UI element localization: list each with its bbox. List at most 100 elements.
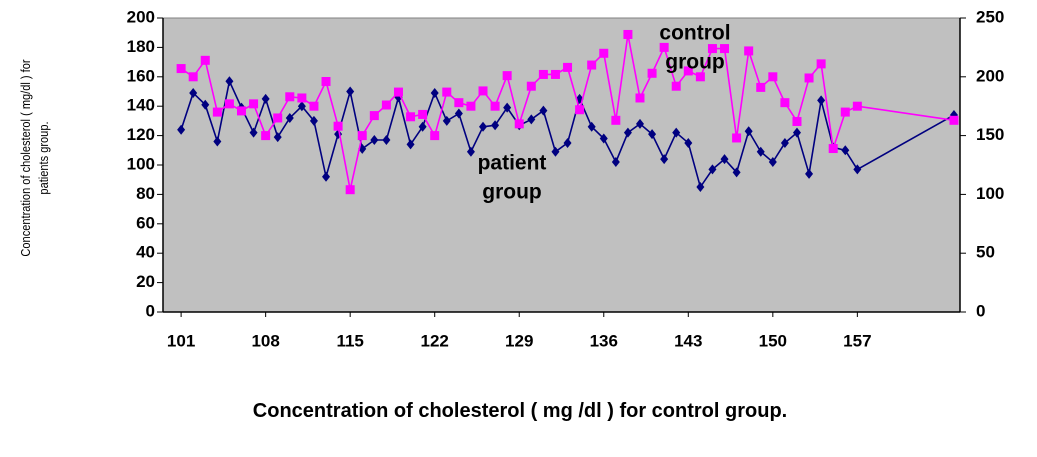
y2-tick-label: 50: [976, 243, 995, 262]
marker: [466, 101, 476, 111]
marker: [212, 107, 222, 117]
marker: [418, 109, 428, 119]
marker: [249, 127, 258, 138]
marker: [853, 164, 862, 175]
marker: [406, 112, 416, 122]
y2-tick-label: 150: [976, 125, 1004, 144]
marker: [430, 131, 440, 141]
marker: [201, 99, 210, 110]
y-tick-label: 180: [127, 37, 155, 56]
marker: [176, 64, 186, 74]
marker: [599, 133, 608, 144]
marker: [224, 99, 234, 109]
x-tick-label: 129: [505, 331, 533, 350]
x-tick-label: 101: [167, 331, 195, 350]
marker: [611, 157, 620, 168]
marker: [756, 82, 766, 92]
marker: [322, 171, 331, 182]
y-tick-label: 60: [136, 213, 155, 232]
marker: [454, 98, 464, 108]
marker: [369, 111, 379, 121]
y-tick-label: 0: [146, 301, 155, 320]
plot-area: [162, 17, 961, 313]
y-tick-label: 200: [127, 7, 155, 26]
marker: [381, 100, 391, 110]
marker: [575, 105, 585, 115]
marker: [852, 101, 862, 111]
marker: [309, 115, 318, 126]
marker: [659, 42, 669, 52]
marker: [949, 115, 959, 125]
marker: [804, 73, 814, 83]
marker: [273, 132, 282, 143]
marker: [177, 124, 186, 135]
marker: [696, 182, 705, 193]
x-tick-label: 150: [759, 331, 787, 350]
marker: [623, 127, 632, 138]
marker: [538, 69, 548, 79]
marker: [732, 167, 741, 178]
marker: [828, 144, 838, 154]
marker: [768, 157, 777, 168]
marker: [635, 93, 645, 103]
marker: [309, 101, 319, 111]
marker: [792, 116, 802, 126]
annotation: control: [659, 22, 730, 45]
marker: [817, 95, 826, 106]
marker: [478, 86, 488, 96]
marker: [527, 114, 536, 125]
marker: [490, 101, 500, 111]
y-axis-label: Concentration of cholesterol ( mg/dl ) f…: [18, 59, 51, 257]
y-tick-label: 40: [136, 243, 155, 262]
marker: [587, 60, 597, 70]
marker: [756, 146, 765, 157]
y-tick-label: 120: [127, 125, 155, 144]
marker: [285, 112, 294, 123]
y2-tick-label: 0: [976, 301, 985, 320]
marker: [503, 102, 512, 113]
marker: [550, 69, 560, 79]
series-line: [180, 34, 955, 190]
annotation: group: [482, 181, 541, 204]
marker: [611, 115, 621, 125]
marker: [732, 133, 742, 143]
marker: [479, 121, 488, 132]
x-axis-label: Concentration of cholesterol ( mg /dl ) …: [252, 400, 788, 422]
annotation: patient: [478, 152, 547, 175]
x-tick-label: 143: [674, 331, 702, 350]
marker: [213, 136, 222, 147]
annotation: group: [665, 51, 724, 74]
marker: [660, 154, 669, 165]
marker: [333, 121, 343, 131]
marker: [840, 107, 850, 117]
marker: [671, 81, 681, 91]
marker: [635, 118, 644, 129]
marker: [841, 145, 850, 156]
marker: [370, 135, 379, 146]
marker: [382, 135, 391, 146]
x-tick-label: 108: [251, 331, 279, 350]
marker: [418, 121, 427, 132]
marker: [816, 59, 826, 69]
marker: [695, 72, 705, 82]
marker: [491, 120, 500, 131]
marker: [188, 72, 198, 82]
marker: [647, 68, 657, 78]
marker: [539, 105, 548, 116]
marker: [345, 185, 355, 195]
marker: [551, 146, 560, 157]
marker: [514, 119, 524, 129]
x-tick-label: 115: [336, 331, 363, 350]
x-tick-label: 157: [843, 331, 871, 350]
series-line: [180, 78, 955, 189]
marker: [708, 164, 717, 175]
marker: [273, 113, 283, 123]
marker: [744, 46, 754, 56]
marker: [297, 93, 307, 103]
marker: [563, 62, 573, 72]
marker: [623, 29, 633, 39]
marker: [720, 154, 729, 165]
marker: [768, 72, 778, 82]
y-tick-label: 160: [127, 66, 155, 85]
